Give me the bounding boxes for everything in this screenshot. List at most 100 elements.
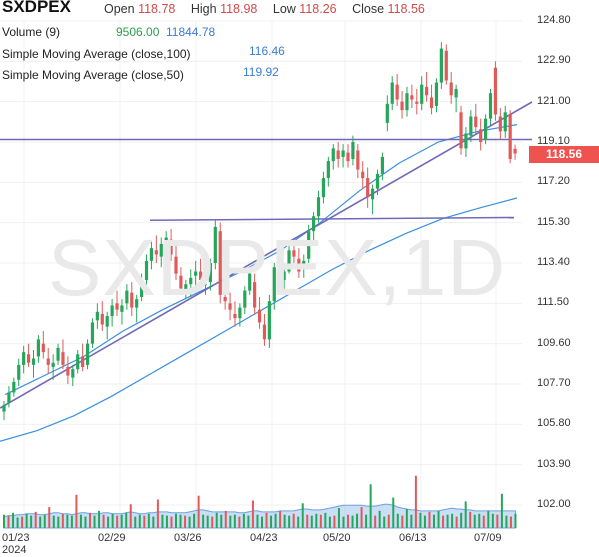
close-value: 118.56 bbox=[387, 2, 425, 16]
volume-bar bbox=[107, 516, 110, 528]
volume-bar bbox=[378, 510, 381, 528]
candle bbox=[385, 95, 389, 132]
sma50-legend-label[interactable]: Simple Moving Average (close,50) bbox=[2, 68, 184, 82]
volume-bar bbox=[387, 514, 390, 528]
volume-bar bbox=[43, 514, 46, 528]
x-tick-label: 06/13 bbox=[399, 532, 427, 544]
candle bbox=[213, 220, 217, 270]
year-label: 2024 bbox=[2, 544, 27, 556]
candle bbox=[71, 364, 75, 387]
candle bbox=[277, 252, 281, 285]
volume-bar bbox=[455, 516, 458, 528]
candle bbox=[17, 358, 21, 387]
volume-bar bbox=[491, 513, 494, 528]
candle bbox=[307, 224, 311, 263]
y-tick-label: 115.30 bbox=[537, 215, 570, 228]
volume-bar bbox=[279, 510, 282, 528]
candle bbox=[321, 171, 326, 204]
candle bbox=[444, 44, 448, 85]
y-tick-label: 103.90 bbox=[537, 457, 571, 470]
horizontal-support-line[interactable] bbox=[149, 216, 515, 222]
candle bbox=[316, 190, 321, 223]
y-tick-label: 105.80 bbox=[537, 417, 571, 430]
y-tick-label: 122.90 bbox=[537, 54, 571, 67]
volume-bar bbox=[143, 515, 146, 528]
volume-bar bbox=[242, 513, 245, 528]
candle bbox=[253, 273, 257, 314]
sma100-legend-label[interactable]: Simple Moving Average (close,100) bbox=[2, 47, 191, 61]
volume-bar bbox=[152, 516, 155, 528]
candle bbox=[174, 246, 178, 280]
candle bbox=[346, 144, 350, 168]
candle bbox=[282, 265, 286, 291]
symbol-title: SXDPEX bbox=[2, 0, 71, 16]
volume-bar bbox=[197, 495, 200, 528]
volume-bar bbox=[405, 509, 408, 528]
volume-bar bbox=[328, 516, 331, 528]
volume-bar bbox=[392, 497, 395, 528]
volume-bar bbox=[437, 510, 440, 528]
volume-bar bbox=[473, 514, 476, 528]
candle bbox=[22, 345, 26, 374]
candle bbox=[203, 273, 208, 295]
candle bbox=[405, 86, 409, 117]
volume-bar bbox=[324, 512, 327, 528]
volume-bar bbox=[251, 500, 254, 528]
candle bbox=[105, 311, 109, 340]
candle bbox=[361, 161, 365, 189]
volume-bar bbox=[84, 516, 87, 528]
volume-bar bbox=[297, 516, 300, 528]
volume-bar bbox=[165, 515, 168, 528]
volume-bar bbox=[179, 514, 182, 528]
candle bbox=[503, 105, 507, 138]
volume-bar bbox=[419, 512, 422, 528]
candle bbox=[110, 299, 114, 327]
y-tick-label: 102.00 bbox=[537, 498, 571, 510]
y-tick-label: 121.00 bbox=[537, 94, 571, 107]
candle bbox=[12, 377, 16, 397]
candle bbox=[130, 282, 134, 317]
volume-bar bbox=[360, 507, 363, 528]
volume-bar bbox=[7, 515, 10, 528]
volume-bar bbox=[102, 514, 105, 528]
volume-bar bbox=[356, 513, 359, 528]
candle bbox=[449, 71, 453, 104]
sma50-line bbox=[4, 124, 518, 396]
candle bbox=[508, 110, 512, 164]
candle bbox=[356, 144, 360, 179]
volume-bar bbox=[478, 513, 481, 528]
candle bbox=[90, 318, 95, 348]
candle bbox=[370, 184, 375, 215]
candle bbox=[434, 78, 439, 113]
candle bbox=[238, 303, 242, 327]
sma50-legend-value: 119.92 bbox=[243, 65, 279, 79]
candle bbox=[297, 248, 301, 278]
volume-legend-label[interactable]: Volume (9) bbox=[2, 25, 61, 39]
candle bbox=[469, 110, 473, 142]
candle bbox=[410, 84, 414, 109]
volume-bar bbox=[224, 510, 227, 528]
x-tick-label: 02/29 bbox=[98, 532, 126, 544]
open-label: Open bbox=[104, 2, 135, 16]
volume-bar bbox=[414, 475, 417, 528]
low-value: 118.26 bbox=[299, 2, 337, 16]
volume-bar bbox=[347, 514, 349, 528]
candle bbox=[341, 144, 345, 168]
volume-bar bbox=[274, 513, 277, 528]
candle bbox=[2, 400, 6, 421]
ohlc-legend: Open 118.78 High 118.98 Low 118.26 Close… bbox=[104, 2, 437, 16]
candle bbox=[218, 222, 222, 304]
candle bbox=[149, 241, 154, 270]
volume-bar bbox=[301, 503, 304, 528]
x-tick-label: 07/09 bbox=[474, 532, 502, 544]
candle bbox=[415, 88, 419, 115]
candle bbox=[302, 254, 306, 278]
volume-bar bbox=[446, 514, 449, 528]
candle bbox=[159, 237, 163, 268]
last-price-tag: 118.56 bbox=[529, 146, 599, 163]
volume-bar bbox=[129, 504, 132, 528]
volume-bar bbox=[25, 513, 28, 528]
volume-bar bbox=[70, 515, 73, 528]
volume-bar bbox=[509, 516, 512, 528]
